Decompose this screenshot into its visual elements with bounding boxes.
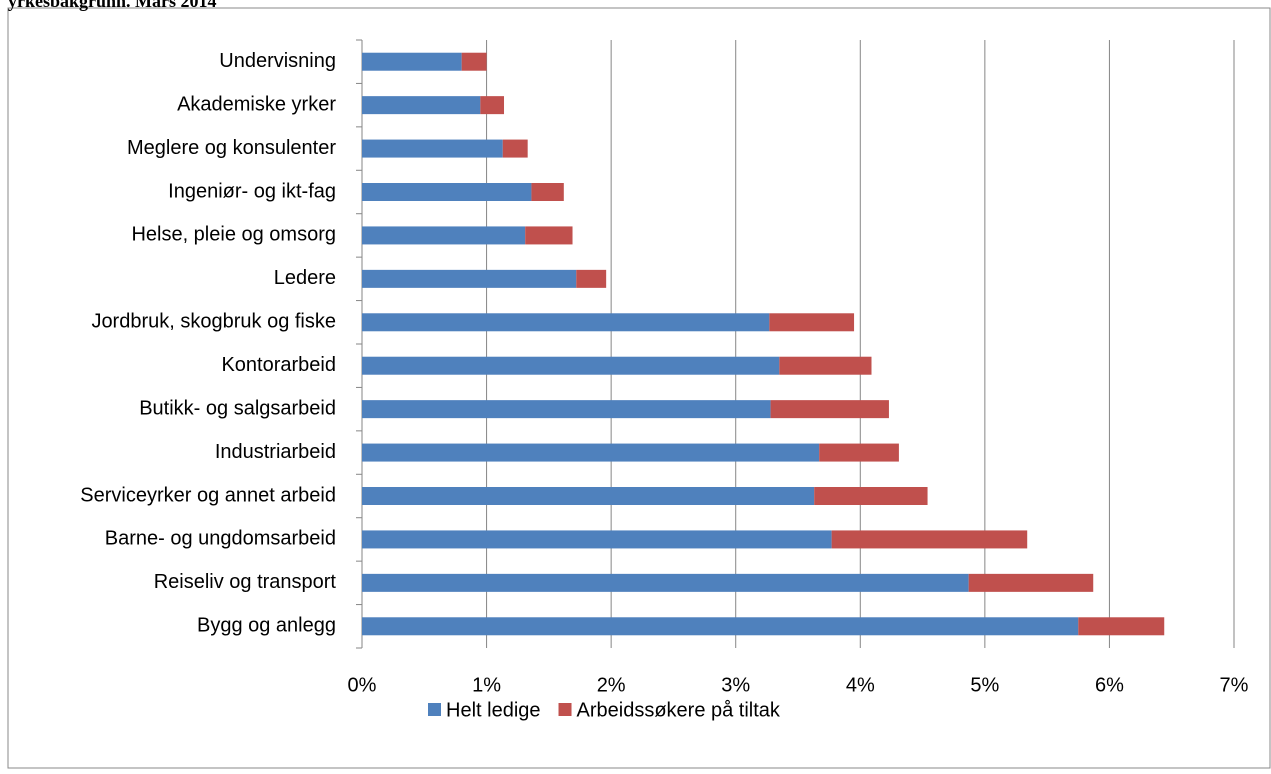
bar-segment	[968, 573, 1094, 592]
chart-frame	[7, 7, 1271, 769]
y-tick-label: Barne- og ungdomsarbeid	[105, 528, 336, 550]
bar-segment	[769, 313, 855, 332]
y-tick-label: Undervisning	[219, 50, 336, 72]
bar-segment	[362, 313, 770, 332]
y-tick-label: Kontorarbeid	[221, 354, 336, 376]
bar-segment	[362, 530, 832, 549]
y-tick-label: Serviceyrker og annet arbeid	[80, 484, 336, 506]
bar-segment	[480, 96, 505, 115]
y-tick-label: Meglere og konsulenter	[127, 137, 336, 159]
x-tick-label: 1%	[472, 674, 501, 696]
bar-segment	[831, 530, 1028, 549]
bar-segment	[362, 139, 503, 158]
legend-swatch	[428, 703, 441, 716]
bar-segment	[576, 269, 607, 288]
legend-label: Helt ledige	[446, 699, 541, 721]
bar-segment	[770, 400, 889, 419]
bar-segment	[362, 52, 462, 71]
bar-segment	[819, 443, 899, 462]
x-tick-label: 3%	[721, 674, 750, 696]
bar-segment	[1078, 617, 1165, 636]
bar-segment	[362, 573, 969, 592]
y-tick-label: Reiseliv og transport	[154, 571, 337, 593]
x-tick-label: 2%	[597, 674, 626, 696]
y-tick-label: Industriarbeid	[215, 441, 336, 463]
x-tick-label: 5%	[970, 674, 999, 696]
bar-segment	[362, 356, 780, 375]
y-tick-label: Bygg og anlegg	[197, 615, 336, 637]
chart-title: yrkesbakgrunn. Mars 2014	[8, 0, 217, 11]
y-tick-label: Jordbruk, skogbruk og fiske	[91, 311, 336, 333]
x-tick-label: 6%	[1095, 674, 1124, 696]
bar-segment	[461, 52, 487, 71]
bar-segment	[362, 183, 532, 201]
x-tick-label: 0%	[348, 674, 377, 696]
legend-swatch	[558, 703, 572, 716]
bar-segment	[362, 487, 815, 505]
bar-segment	[525, 226, 573, 245]
bar-segment	[362, 226, 526, 245]
bar-segment	[531, 183, 564, 201]
y-tick-label: Akademiske yrker	[177, 93, 336, 115]
y-tick-label: Butikk- og salgsarbeid	[139, 397, 336, 419]
bar-segment	[502, 139, 528, 158]
x-tick-label: 7%	[1220, 674, 1249, 696]
bar-segment	[779, 356, 872, 375]
bar-segment	[362, 269, 577, 288]
y-tick-label: Ingeniør- og ikt-fag	[168, 180, 336, 202]
bar-segment	[362, 400, 771, 419]
y-tick-label: Helse, pleie og omsorg	[131, 224, 336, 246]
legend-label: Arbeidssøkere på tiltak	[577, 699, 781, 721]
y-tick-label: Ledere	[274, 267, 336, 289]
bar-segment	[362, 443, 820, 462]
bar-segment	[814, 487, 928, 505]
x-tick-label: 4%	[846, 674, 875, 696]
bar-segment	[362, 617, 1079, 636]
bar-segment	[362, 96, 481, 115]
